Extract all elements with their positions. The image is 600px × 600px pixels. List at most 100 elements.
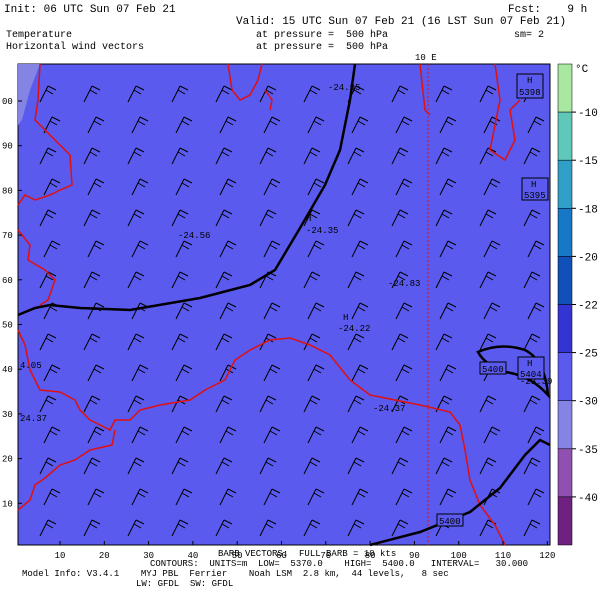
wind-barb bbox=[435, 209, 453, 227]
wind-barb bbox=[39, 395, 57, 413]
wind-barb bbox=[347, 519, 365, 537]
temperature-label: -24.37 bbox=[373, 404, 405, 414]
wind-barb bbox=[483, 178, 501, 196]
wind-barb bbox=[263, 240, 281, 258]
wind-barb bbox=[175, 240, 193, 258]
wind-barb bbox=[83, 457, 101, 475]
cold-region bbox=[18, 64, 40, 125]
wind-barb bbox=[527, 302, 545, 320]
wind-barb bbox=[391, 147, 409, 165]
colorbar-band bbox=[557, 256, 573, 305]
colorbar-band bbox=[557, 304, 573, 353]
wind-barb bbox=[83, 519, 101, 537]
wind-barb bbox=[131, 178, 149, 196]
wind-barb bbox=[479, 209, 497, 227]
temperature-labels: -24.95 -24.56 H -24.35 -24.83 H -24.22 -… bbox=[20, 83, 552, 424]
height-label: 5400 bbox=[482, 365, 504, 375]
forecast-hour: Fcst: 9 h bbox=[508, 4, 587, 16]
wind-barb bbox=[479, 147, 497, 165]
wind-barb bbox=[479, 85, 497, 103]
wind-barb bbox=[175, 116, 193, 134]
smoothing: sm= 2 bbox=[514, 30, 544, 41]
wind-barb bbox=[435, 333, 453, 351]
temperature-label: -23.39 bbox=[520, 377, 552, 387]
x-tick-label: 10 bbox=[55, 551, 66, 561]
x-tick-label: 90 bbox=[409, 551, 420, 561]
x-tick-label: 40 bbox=[187, 551, 198, 561]
x-tick-label: 60 bbox=[276, 551, 287, 561]
y-tick-label: 20 bbox=[2, 455, 13, 465]
wind-barb bbox=[175, 426, 193, 444]
wind-barb bbox=[215, 271, 233, 289]
wind-barb bbox=[259, 519, 277, 537]
wind-barb bbox=[307, 240, 325, 258]
colorbar-label: -15 bbox=[578, 156, 598, 168]
wind-barb bbox=[219, 302, 237, 320]
footer-model: Model Info: V3.4.1 MYJ PBL Ferrier Noah … bbox=[22, 569, 449, 579]
height-label: 5398 bbox=[519, 88, 541, 98]
y-tick-label: 60 bbox=[2, 276, 13, 286]
wind-barb bbox=[391, 209, 409, 227]
wind-barb bbox=[347, 147, 365, 165]
x-tick-label: 110 bbox=[495, 551, 511, 561]
valid-time: Valid: 15 UTC Sun 07 Feb 21 (16 LST Sun … bbox=[236, 16, 566, 28]
wind-barb bbox=[523, 209, 541, 227]
wind-barb bbox=[307, 426, 325, 444]
colorbar-band bbox=[557, 111, 573, 161]
colorbar-band bbox=[557, 400, 573, 450]
height-label: 5395 bbox=[524, 191, 546, 201]
wind-barb bbox=[391, 85, 409, 103]
wind-barb bbox=[263, 116, 281, 134]
wind-barb bbox=[303, 333, 321, 351]
high-marker: H bbox=[531, 180, 536, 190]
y-tick-label: 40 bbox=[2, 365, 13, 375]
wind-barb bbox=[215, 147, 233, 165]
wind-barb bbox=[83, 85, 101, 103]
field-level: at pressure = 500 hPa bbox=[256, 41, 388, 53]
wind-barb bbox=[127, 271, 145, 289]
high-marker: H bbox=[343, 313, 348, 323]
wind-barb bbox=[303, 395, 321, 413]
wind-barb bbox=[303, 85, 321, 103]
wind-barb bbox=[439, 178, 457, 196]
colorbar-label: -18 bbox=[578, 204, 598, 216]
wind-barb bbox=[171, 209, 189, 227]
high-marker: H bbox=[306, 214, 311, 224]
colorbar-band bbox=[557, 159, 573, 209]
wind-barb bbox=[479, 271, 497, 289]
wind-barb bbox=[215, 209, 233, 227]
wind-barb bbox=[171, 519, 189, 537]
wind-barb bbox=[83, 147, 101, 165]
wind-barb bbox=[439, 426, 457, 444]
wind-barb bbox=[263, 302, 281, 320]
y-tick-label: 90 bbox=[2, 142, 13, 152]
wind-barb bbox=[219, 178, 237, 196]
wind-barb bbox=[87, 426, 105, 444]
wind-barb bbox=[303, 271, 321, 289]
wind-barb bbox=[175, 488, 193, 506]
wind-barb bbox=[523, 457, 541, 475]
wind-barb bbox=[527, 426, 545, 444]
map-area bbox=[17, 63, 551, 546]
height-label: 5404 bbox=[520, 370, 542, 380]
wind-barb bbox=[527, 116, 545, 134]
wind-barb bbox=[347, 395, 365, 413]
temperature-label: -24.56 bbox=[178, 231, 210, 241]
colorbar-label: -20 bbox=[578, 252, 598, 264]
wind-barb bbox=[219, 426, 237, 444]
y-tick-label: 30 bbox=[2, 410, 13, 420]
wind-barb bbox=[175, 178, 193, 196]
wind-barb bbox=[43, 364, 61, 382]
wind-barb bbox=[215, 85, 233, 103]
y-tick-label: 10 bbox=[2, 499, 13, 509]
wind-barb bbox=[307, 488, 325, 506]
wind-barb bbox=[303, 209, 321, 227]
wind-barb bbox=[391, 333, 409, 351]
colorbar-label: -22 bbox=[578, 301, 598, 313]
wind-barb bbox=[215, 457, 233, 475]
x-tick-label: 70 bbox=[320, 551, 331, 561]
wind-barb bbox=[127, 147, 145, 165]
wind-barb bbox=[351, 178, 369, 196]
temperature-label: -24.95 bbox=[328, 83, 360, 93]
wind-barb bbox=[395, 426, 413, 444]
